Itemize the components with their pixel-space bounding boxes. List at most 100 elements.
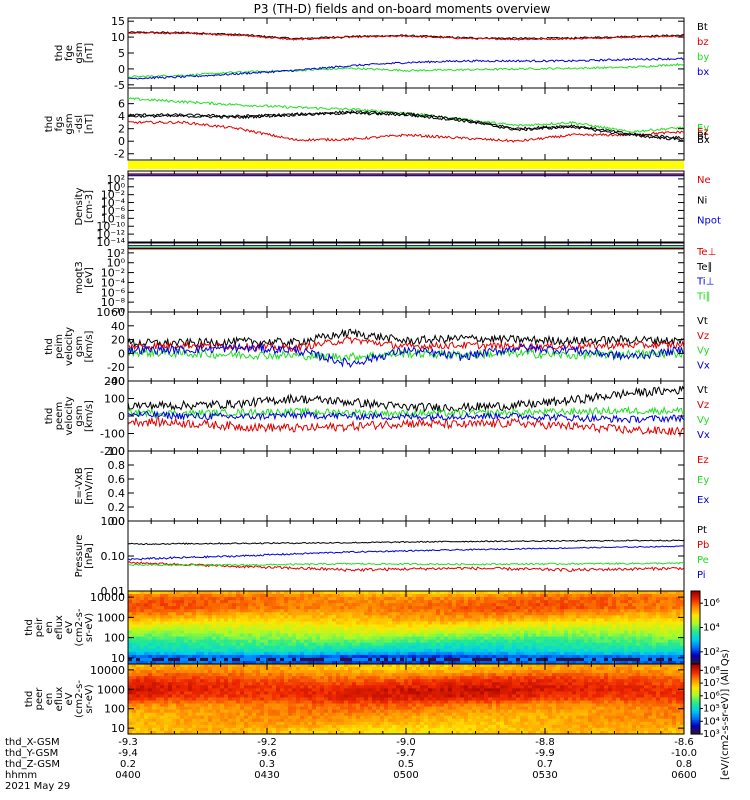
- x-tick-2-3: 0500: [393, 770, 418, 781]
- x-tick-3-3: 0530: [532, 770, 557, 781]
- y-tick-6-0: 200: [104, 375, 125, 388]
- y-axis-label-4-0: moqt3: [74, 261, 85, 294]
- y-tick-4-4: 10⁻⁶: [101, 286, 126, 299]
- y-tick-5-3: 0: [118, 347, 125, 360]
- colorbar-tick-10-0: 10⁸: [703, 665, 720, 676]
- legend-6-vy: Vy: [697, 415, 710, 426]
- panel-frame: [127, 17, 685, 89]
- y-tick-3-0: 10²: [107, 173, 125, 186]
- legend-2-bt: Bt: [697, 131, 708, 142]
- y-tick-7-0: 1.0: [108, 445, 126, 458]
- x-tick-4-2: 0.8: [676, 759, 692, 770]
- legend-8-pt: Pt: [697, 525, 707, 536]
- y-axis-label-2-0: thd: [44, 116, 55, 133]
- y-tick-1-1: 10: [111, 31, 125, 44]
- y-axis-label-3-0: Density: [74, 187, 85, 225]
- y-axis-label-1-0: thd: [54, 45, 65, 62]
- y-axis-label-2-2: gsm: [64, 113, 75, 134]
- panel-frame: [127, 170, 685, 243]
- x-tick-0-2: 0.2: [120, 759, 136, 770]
- y-tick-8-1: 0.10: [101, 550, 126, 563]
- y-axis-label-2-3: -dsl: [74, 115, 85, 133]
- series-line-6-vz: [128, 416, 684, 438]
- legend-5-vz: Vz: [697, 331, 709, 342]
- y-axis-label-4-1: [eV]: [84, 267, 95, 288]
- colorbar-9: 10⁶ 10⁴ 10²: [690, 590, 720, 665]
- colorbar-tick-10-5: 10³: [703, 729, 720, 740]
- colorbar-tick-9-2: 10²: [703, 647, 720, 658]
- y-axis-label-7-0: E=-VxB: [74, 467, 85, 504]
- colorbar-tick-10-1: 10⁷: [703, 678, 720, 689]
- y-tick-10-0: 10000: [90, 664, 125, 677]
- y-tick-7-5: 0.0: [108, 515, 126, 528]
- series-line-5-vx: [128, 342, 684, 368]
- y-tick-6-4: -200: [100, 445, 125, 458]
- y-tick-8-2: 0.01: [101, 585, 126, 598]
- y-tick-3-7: 10⁻¹²: [96, 228, 125, 241]
- y-tick-7-4: 0.2: [108, 501, 126, 514]
- panel-6: 200 100 0 -100 -200 thd peem velocity gsm [km/s] V…: [44, 375, 710, 458]
- y-axis-label-6-4: [km/s]: [84, 400, 95, 432]
- series-line-1-bx: [128, 57, 684, 80]
- y-tick-3-1: 10⁰: [107, 181, 126, 194]
- series-line-1-by: [128, 62, 684, 78]
- legend-8-pb: Pb: [697, 540, 709, 551]
- y-axis-label-2-4: [nT]: [84, 114, 95, 134]
- x-tick-4-3: 0600: [671, 770, 696, 781]
- colorbar-tick-10-2: 10⁶: [703, 691, 720, 702]
- status-bar-yellow: [128, 161, 684, 169]
- x-row-label-2: thd_Z-GSM: [5, 759, 60, 770]
- colorbar-tick-9-0: 10⁶: [703, 598, 720, 609]
- y-tick-7-3: 0.4: [108, 487, 126, 500]
- colorbar-tick-9-1: 10⁴: [703, 623, 720, 634]
- legend-3-npot: Npot: [697, 216, 721, 227]
- y-tick-1-0: 15: [111, 15, 125, 28]
- y-axis-label-7-1: [mV/m]: [84, 467, 95, 505]
- panel-8: 1.00 0.10 0.01 Pressure [nPa] Pt Pb Pe Pi: [74, 515, 709, 598]
- y-axis-label-6-3: gsm: [74, 405, 85, 426]
- y-tick-5-4: -20: [107, 361, 125, 374]
- legend-1-bz: bz: [697, 37, 709, 48]
- y-tick-9-3: 10: [111, 652, 125, 665]
- y-tick-3-4: 10⁻⁶: [101, 204, 126, 217]
- panel-frame: [127, 87, 685, 161]
- y-tick-6-1: 100: [104, 393, 125, 406]
- y-tick-5-5: -40: [107, 375, 125, 388]
- y-axis-label-6-1: peem: [54, 402, 65, 430]
- y-tick-10-1: 1000: [97, 683, 125, 696]
- panel-9: 10⁶ 10⁴ 10² 10000 1000 100 10 thd peir en eflux eV(…: [24, 590, 720, 665]
- colorbar-tick-10-3: 10⁵: [703, 704, 720, 715]
- y-tick-4-1: 10⁰: [107, 257, 126, 270]
- y-axis-label-9-2: en: [44, 621, 55, 634]
- y-tick-6-3: -100: [100, 428, 125, 441]
- legend-7-ez: Ez: [697, 455, 709, 466]
- y-tick-2-3: 0: [118, 135, 125, 148]
- x-tick-1-3: 0430: [254, 770, 279, 781]
- y-axis-label-9-5: (cm2-s-: [74, 608, 85, 646]
- y-tick-3-3: 10⁻⁴: [101, 197, 126, 210]
- x-tick-1-0: -9.2: [257, 737, 277, 748]
- legend-3-ni: Ni: [697, 195, 707, 206]
- y-axis-label-5-3: gsm: [74, 336, 85, 357]
- y-tick-1-2: 5: [118, 47, 125, 60]
- panel-frame: [127, 242, 685, 313]
- y-axis-label-8-0: Pressure: [74, 535, 85, 578]
- series-line-1-bt: [128, 31, 684, 40]
- y-axis-label-9-6: sr-eV): [84, 613, 95, 642]
- x-tick-3-2: 0.7: [537, 759, 553, 770]
- legend-1-bx: bx: [697, 67, 709, 78]
- y-tick-3-6: 10⁻¹⁰: [96, 220, 125, 233]
- series-line-8-pt: [128, 539, 684, 546]
- y-tick-4-2: 10⁻²: [101, 267, 125, 280]
- series-line-2-bx: [128, 111, 684, 142]
- x-row-label-1: thd_Y-GSM: [5, 748, 58, 759]
- series-line-2-ez: [128, 120, 684, 143]
- series-line-8-pi: [128, 545, 684, 561]
- x-tick-4-0: -8.6: [674, 737, 694, 748]
- panel-frame: [127, 450, 685, 522]
